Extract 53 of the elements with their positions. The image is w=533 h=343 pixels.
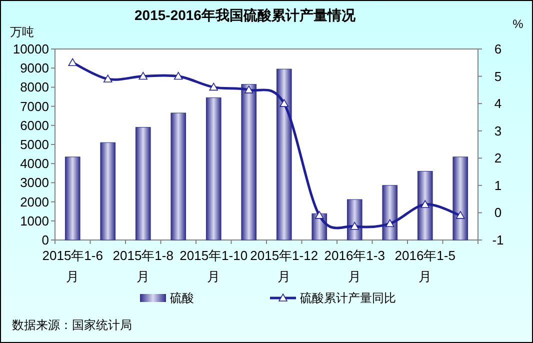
- point: [456, 211, 465, 219]
- point: [280, 99, 289, 107]
- y-tick-label: 5000: [20, 137, 49, 152]
- point: [174, 72, 183, 80]
- x-tick-label: 2016年1-3月: [324, 248, 385, 284]
- point: [68, 58, 78, 66]
- bar: [135, 127, 151, 240]
- point: [244, 86, 254, 94]
- bar: [170, 112, 186, 240]
- y-tick-label: 1000: [20, 213, 49, 228]
- y-tick-label: 2000: [20, 194, 49, 210]
- bar: [241, 84, 257, 240]
- source-note: 数据来源：国家统计局: [12, 318, 132, 332]
- y-axis-title: 万吨: [10, 25, 34, 39]
- point: [385, 219, 394, 228]
- y-tick-label: 0: [42, 232, 49, 248]
- point: [314, 211, 324, 219]
- bar: [382, 185, 398, 240]
- y2-tick-label: 6: [494, 42, 502, 56]
- y-tick-label: 7000: [20, 98, 49, 114]
- y-tick-label: 8000: [20, 80, 49, 95]
- x-tick-label: 2015年1-6月: [42, 248, 103, 284]
- point: [420, 200, 430, 208]
- bar: [452, 156, 468, 240]
- point: [209, 82, 218, 91]
- y2-tick-label: -1: [492, 232, 504, 248]
- bar: [276, 68, 292, 240]
- y2-tick-label: 1: [494, 178, 502, 193]
- y2-axis-title: %: [512, 17, 524, 31]
- y-tick-label: 10000: [12, 42, 49, 56]
- y-tick-label: 6000: [20, 118, 49, 133]
- y2-tick-label: 3: [494, 123, 502, 138]
- point: [138, 72, 148, 80]
- y-tick-label: 9000: [20, 60, 49, 76]
- x-tick-label: 2015年1-10月: [180, 248, 248, 284]
- bar: [417, 170, 433, 240]
- legend-label: 硫酸: [170, 291, 194, 305]
- y-tick-label: 3000: [20, 175, 49, 190]
- point: [103, 74, 112, 82]
- x-tick-label: 2015年1-12月: [250, 248, 318, 284]
- x-tick-label: 2016年1-5月: [394, 248, 456, 284]
- point: [350, 222, 360, 230]
- y2-tick-label: 2: [494, 150, 502, 166]
- x-tick-label: 2015年1-8月: [112, 248, 174, 284]
- chart-title: 2015-2016年我国硫酸累计产量情况: [134, 7, 356, 23]
- y2-tick-label: 4: [494, 96, 502, 112]
- legend-label: 硫酸累计产量同比: [300, 291, 396, 305]
- y2-tick-label: 0: [494, 205, 502, 220]
- bar: [206, 97, 222, 240]
- bar: [64, 156, 80, 240]
- y-tick-label: 4000: [20, 156, 49, 172]
- bar: [100, 142, 116, 240]
- y2-tick-label: 5: [494, 68, 502, 84]
